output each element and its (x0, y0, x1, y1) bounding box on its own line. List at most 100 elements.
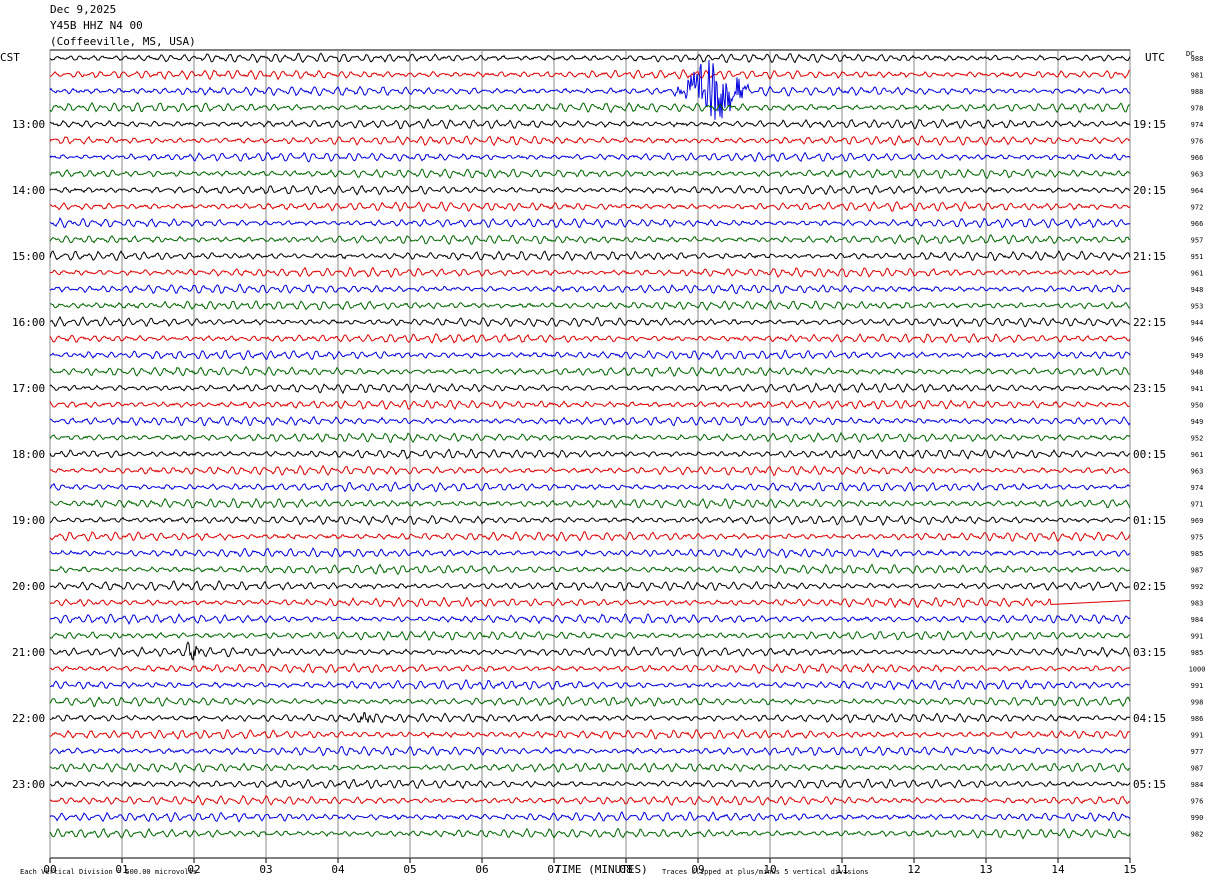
trace-row (49, 399, 1131, 411)
dc-offset-label: 961 (1191, 451, 1204, 459)
cst-hour-label: 18:00 (12, 448, 45, 461)
dc-offset-label: 976 (1191, 138, 1204, 146)
utc-hour-label: 01:15 (1133, 514, 1166, 527)
x-tick-label: 01 (115, 863, 128, 876)
trace-row (49, 184, 1131, 196)
dc-offset-label: 949 (1191, 352, 1204, 360)
dc-offset-label: 963 (1191, 171, 1204, 179)
x-tick-label: 05 (403, 863, 416, 876)
trace-row (49, 266, 1131, 278)
trace-row (49, 481, 1131, 493)
trace-row (49, 778, 1131, 790)
x-tick-label: 03 (259, 863, 272, 876)
trace-row (49, 432, 1131, 443)
x-tick-label: 08 (619, 863, 632, 876)
x-tick-label: 14 (1051, 863, 1065, 876)
dc-offset-label: 972 (1191, 204, 1204, 212)
trace-row (49, 69, 1131, 81)
dc-offset-label: 991 (1191, 732, 1204, 740)
trace-row (49, 134, 1131, 147)
trace-row (49, 151, 1131, 163)
trace-row (49, 315, 1131, 328)
trace-row (49, 201, 1131, 213)
trace-row (49, 745, 1131, 757)
cst-hour-label: 16:00 (12, 316, 45, 329)
x-tick-label: 15 (1123, 863, 1136, 876)
trace-row (49, 168, 1131, 180)
dc-offset-label: 987 (1191, 765, 1204, 773)
dc-offset-label: 951 (1191, 253, 1204, 261)
dc-offset-label: 988 (1191, 88, 1204, 96)
dc-offset-label: 1000 (1189, 666, 1206, 674)
trace-row (49, 563, 1131, 576)
dc-offset-label: 963 (1191, 468, 1204, 476)
trace-row (49, 382, 1131, 395)
trace-row (49, 711, 1131, 724)
trace-row (49, 365, 1131, 378)
trace-row (49, 696, 1131, 708)
trace-row (49, 728, 1131, 740)
trace-row (49, 464, 1131, 477)
dc-offset-label: 985 (1191, 649, 1204, 657)
dc-offset-label: 974 (1191, 121, 1204, 129)
dc-offset-label: 990 (1191, 814, 1204, 822)
axis-labels: 00 01 02 03 04 05 06 07 08 09 10 11 12 13 14 15 988 981 98… (12, 55, 1205, 876)
x-tick-label: 02 (187, 863, 200, 876)
trace-row (49, 514, 1131, 527)
dc-offset-label: 992 (1191, 583, 1204, 591)
cst-hour-label: 20:00 (12, 580, 45, 593)
cst-label: CST (0, 51, 20, 64)
dc-offset-label: 969 (1191, 517, 1204, 525)
trace-row (49, 250, 1131, 262)
cst-hour-label: 22:00 (12, 712, 45, 725)
dc-offset-label: 941 (1191, 385, 1204, 393)
trace-row (49, 641, 1131, 661)
dc-offset-label: 984 (1191, 781, 1204, 789)
trace-row (49, 827, 1131, 840)
scale-note: Each Vertical Division = 500.00 microvol… (20, 868, 198, 876)
seismic-traces (49, 52, 1131, 840)
dc-offset-label: 984 (1191, 616, 1204, 624)
trace-row (49, 448, 1131, 460)
dc-offset-label: 944 (1191, 319, 1204, 327)
dc-offset-label: 952 (1191, 435, 1204, 443)
dc-offset-label: 974 (1191, 484, 1204, 492)
trace-row (49, 531, 1131, 543)
utc-hour-label: 00:15 (1133, 448, 1166, 461)
cst-hour-label: 21:00 (12, 646, 45, 659)
clip-note: Traces clipped at plus/minus 5 vertical … (662, 868, 869, 876)
dc-offset-label: 966 (1191, 154, 1204, 162)
utc-hour-label: 20:15 (1133, 184, 1166, 197)
cst-hour-label: 13:00 (12, 118, 45, 131)
trace-row (49, 299, 1131, 312)
dc-offset-label: 978 (1191, 105, 1204, 113)
trace-row (49, 101, 1130, 114)
dc-offset-label: 950 (1191, 402, 1204, 410)
dc-offset-label: 946 (1191, 336, 1204, 344)
dc-offset-label: 976 (1191, 798, 1204, 806)
dc-offset-label: 981 (1191, 72, 1204, 80)
utc-hour-label: 19:15 (1133, 118, 1166, 131)
utc-hour-label: 05:15 (1133, 778, 1166, 791)
trace-row (49, 630, 1131, 642)
cst-hour-label: 14:00 (12, 184, 45, 197)
cst-hour-label: 23:00 (12, 778, 45, 791)
utc-hour-label: 21:15 (1133, 250, 1166, 263)
utc-hour-label: 23:15 (1133, 382, 1166, 395)
dc-offset-label: 998 (1191, 699, 1204, 707)
utc-hour-label: 04:15 (1133, 712, 1166, 725)
dc-offset-label: 987 (1191, 567, 1204, 575)
dc-offset-label: 985 (1191, 550, 1204, 558)
dc-offset-label: 949 (1191, 418, 1204, 426)
dc-offset-label: 991 (1191, 682, 1204, 690)
dc-offset-label: 957 (1191, 237, 1204, 245)
utc-hour-label: 22:15 (1133, 316, 1166, 329)
dc-offset-label: 948 (1191, 369, 1204, 377)
x-tick-label: 12 (907, 863, 920, 876)
x-tick-label: 10 (763, 863, 776, 876)
x-tick-label: 04 (331, 863, 345, 876)
trace-row (49, 762, 1131, 774)
trace-row (49, 349, 1131, 361)
trace-row (49, 234, 1130, 246)
trace-row (49, 613, 1131, 625)
